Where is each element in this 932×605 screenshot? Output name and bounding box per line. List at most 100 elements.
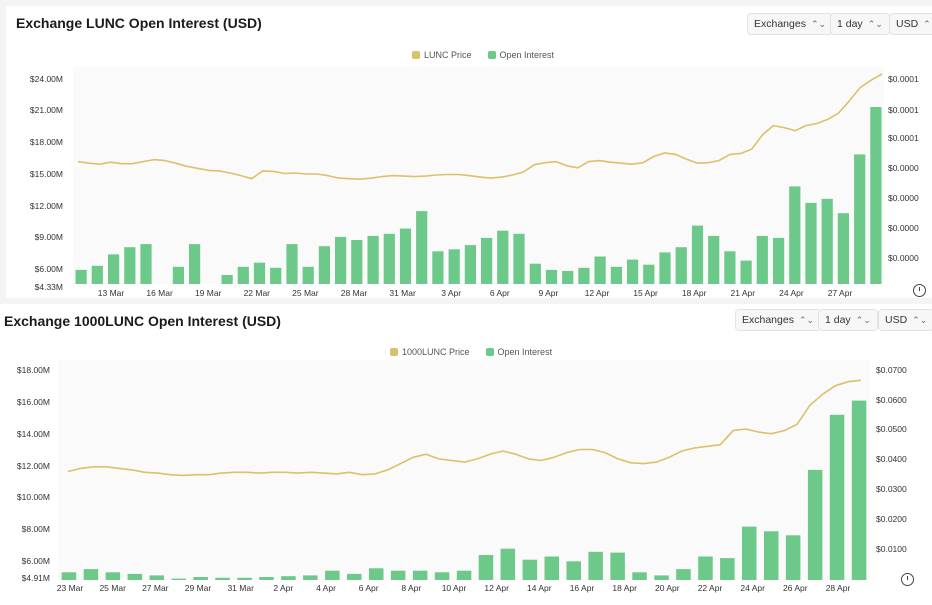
- oi-bar[interactable]: [478, 555, 494, 580]
- oi-bar[interactable]: [522, 559, 538, 580]
- oi-bar[interactable]: [434, 572, 450, 580]
- oi-bar[interactable]: [390, 570, 406, 580]
- oi-bar[interactable]: [221, 275, 233, 284]
- oi-bar[interactable]: [708, 235, 720, 284]
- oi-bar[interactable]: [412, 570, 428, 580]
- oi-bar[interactable]: [594, 256, 606, 285]
- oi-bar[interactable]: [105, 572, 121, 580]
- oi-bar[interactable]: [351, 240, 363, 284]
- oi-bar[interactable]: [562, 270, 574, 284]
- oi-bar[interactable]: [513, 233, 525, 284]
- oi-bar[interactable]: [805, 202, 817, 284]
- oi-bar[interactable]: [318, 246, 330, 284]
- oi-bar[interactable]: [259, 577, 274, 580]
- oi-bar[interactable]: [75, 269, 87, 284]
- oi-bar[interactable]: [302, 266, 314, 284]
- oi-bar[interactable]: [789, 186, 801, 284]
- oi-bar[interactable]: [149, 575, 165, 580]
- oi-bar[interactable]: [500, 548, 516, 580]
- interval-select[interactable]: 1 day ⌃⌄: [830, 13, 890, 35]
- oi-bar[interactable]: [237, 577, 252, 580]
- oi-bar[interactable]: [545, 269, 558, 284]
- oi-bar[interactable]: [854, 154, 866, 284]
- oi-bar[interactable]: [481, 237, 493, 284]
- oi-bar[interactable]: [124, 247, 136, 284]
- price-line[interactable]: [77, 73, 883, 180]
- oi-bar[interactable]: [654, 575, 669, 580]
- oi-bar[interactable]: [347, 573, 362, 580]
- oi-bar[interactable]: [773, 237, 785, 284]
- oi-bar[interactable]: [544, 556, 560, 581]
- oi-bar[interactable]: [303, 575, 318, 580]
- clock-icon[interactable]: [901, 573, 914, 586]
- oi-bar[interactable]: [215, 577, 230, 580]
- oi-bar[interactable]: [756, 235, 768, 284]
- oi-bar[interactable]: [698, 556, 713, 581]
- oi-bar[interactable]: [851, 400, 867, 580]
- oi-bar[interactable]: [720, 558, 735, 580]
- price-line[interactable]: [67, 379, 862, 477]
- legend-label-oi[interactable]: Open Interest: [497, 347, 553, 357]
- currency-select[interactable]: USD ⌃⌄: [889, 13, 932, 35]
- oi-bar[interactable]: [456, 570, 472, 580]
- oi-bar[interactable]: [367, 235, 379, 284]
- oi-bar[interactable]: [286, 244, 298, 284]
- oi-bar[interactable]: [383, 233, 395, 284]
- oi-bar[interactable]: [270, 267, 282, 284]
- oi-bar[interactable]: [659, 252, 671, 284]
- oi-bar[interactable]: [369, 568, 384, 580]
- oi-bar[interactable]: [578, 267, 590, 284]
- oi-bar[interactable]: [335, 236, 347, 284]
- oi-bar[interactable]: [399, 228, 412, 284]
- oi-bar[interactable]: [675, 247, 687, 284]
- legend-label-price[interactable]: LUNC Price: [424, 50, 472, 60]
- oi-bar[interactable]: [497, 230, 509, 284]
- oi-bar[interactable]: [837, 213, 849, 284]
- oi-bar[interactable]: [325, 570, 340, 580]
- oi-bar[interactable]: [676, 569, 691, 580]
- legend-label-oi[interactable]: Open Interest: [499, 50, 555, 60]
- oi-bar[interactable]: [740, 260, 752, 284]
- oi-bar[interactable]: [807, 469, 823, 580]
- oi-bar[interactable]: [237, 266, 249, 284]
- y-left-tick-label: $8.00M: [22, 524, 50, 534]
- oi-bar[interactable]: [171, 578, 187, 580]
- oi-bar[interactable]: [632, 572, 647, 580]
- oi-bar[interactable]: [432, 251, 444, 284]
- oi-bar[interactable]: [785, 535, 801, 580]
- oi-bar[interactable]: [610, 266, 622, 284]
- oi-bar[interactable]: [416, 211, 428, 284]
- oi-bar[interactable]: [643, 264, 655, 284]
- oi-bar[interactable]: [61, 572, 77, 580]
- currency-select[interactable]: USD ⌃⌄: [878, 309, 932, 331]
- oi-bar[interactable]: [829, 414, 845, 580]
- exchanges-select[interactable]: Exchanges ⌃⌄: [747, 13, 834, 35]
- oi-bar[interactable]: [127, 573, 143, 580]
- oi-bar[interactable]: [253, 262, 266, 284]
- oi-bar[interactable]: [193, 577, 208, 580]
- oi-bar[interactable]: [764, 531, 779, 580]
- oi-bar[interactable]: [91, 265, 103, 284]
- oi-bar[interactable]: [189, 244, 201, 284]
- oi-bar[interactable]: [610, 552, 625, 580]
- exchanges-select[interactable]: Exchanges ⌃⌄: [735, 309, 822, 331]
- oi-bar[interactable]: [588, 551, 603, 580]
- oi-bar[interactable]: [108, 254, 120, 284]
- interval-select[interactable]: 1 day ⌃⌄: [818, 309, 878, 331]
- legend-label-price[interactable]: 1000LUNC Price: [402, 347, 470, 357]
- oi-bar[interactable]: [821, 198, 833, 284]
- oi-bar[interactable]: [172, 266, 184, 284]
- oi-bar[interactable]: [742, 526, 757, 580]
- oi-bar[interactable]: [870, 107, 882, 284]
- oi-bar[interactable]: [566, 561, 582, 580]
- oi-bar[interactable]: [691, 225, 704, 284]
- oi-bar[interactable]: [529, 263, 541, 284]
- oi-bar[interactable]: [464, 245, 476, 284]
- oi-bar[interactable]: [724, 251, 736, 284]
- oi-bar[interactable]: [140, 244, 152, 284]
- oi-bar[interactable]: [83, 569, 99, 580]
- oi-bar[interactable]: [281, 576, 296, 580]
- oi-bar[interactable]: [448, 249, 460, 284]
- oi-bar[interactable]: [627, 259, 639, 284]
- clock-icon[interactable]: [913, 284, 926, 297]
